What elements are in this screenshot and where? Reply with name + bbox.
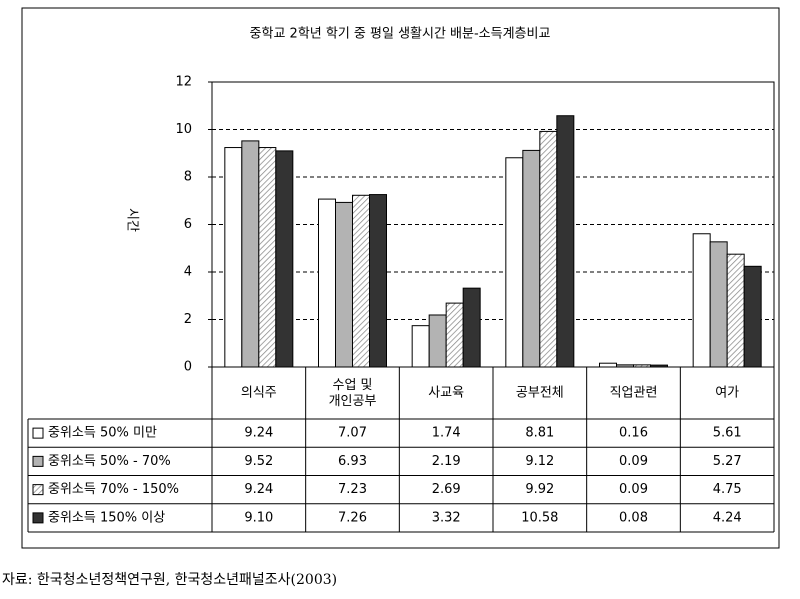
table-value: 5.27 xyxy=(713,454,742,469)
x-tick-label: 사교육 xyxy=(428,386,464,401)
bar xyxy=(258,147,277,368)
bar xyxy=(335,201,353,368)
bar xyxy=(709,241,728,368)
legend-label: 중위소득 50% 미만 xyxy=(48,426,157,441)
source: 자료: 한국청소년정책연구원, 한국청소년패널조사(2003) xyxy=(2,572,337,588)
bar xyxy=(224,147,243,368)
x-tick-label: 공부전체 xyxy=(516,386,564,401)
bar xyxy=(445,302,464,368)
bar xyxy=(241,140,260,368)
chart-title: 중학교 2학년 학기 중 평일 생활시간 배분-소득계층비교 xyxy=(250,27,551,42)
table-value: 9.52 xyxy=(244,454,273,469)
table-value: 10.58 xyxy=(521,510,558,525)
y-tick-label: 4 xyxy=(184,265,192,280)
y-tick-label: 2 xyxy=(184,312,192,327)
bar xyxy=(556,115,575,368)
table-value: 9.24 xyxy=(244,482,273,497)
table-value: 1.74 xyxy=(432,426,461,441)
legend-swatch xyxy=(32,484,44,496)
y-axis-label: 시간 xyxy=(125,208,140,232)
y-tick-label: 0 xyxy=(184,360,192,375)
y-tick-label: 12 xyxy=(175,75,192,90)
bar xyxy=(411,325,430,368)
bar xyxy=(275,150,294,368)
table-value: 0.08 xyxy=(619,510,648,525)
x-tick-label: 직업관련 xyxy=(610,386,658,401)
table-value: 6.93 xyxy=(338,454,367,469)
table-value: 2.19 xyxy=(432,454,461,469)
bar xyxy=(318,198,336,368)
bar xyxy=(539,130,558,368)
table-value: 9.10 xyxy=(244,510,273,525)
bar xyxy=(505,157,524,368)
bar xyxy=(522,149,541,368)
legend-swatch xyxy=(32,455,44,467)
table-value: 9.24 xyxy=(244,426,273,441)
legend-label: 중위소득 150% 이상 xyxy=(48,510,165,525)
table-value: 0.16 xyxy=(619,426,648,441)
y-tick-label: 6 xyxy=(184,217,192,232)
x-tick-label: 의식주 xyxy=(241,386,277,401)
table-value: 4.75 xyxy=(713,482,742,497)
table-value: 4.24 xyxy=(713,510,742,525)
legend-swatch xyxy=(32,512,44,524)
legend-label: 중위소득 70% - 150% xyxy=(48,482,179,497)
table-value: 5.61 xyxy=(713,426,742,441)
table-value: 3.32 xyxy=(432,510,461,525)
bar xyxy=(692,233,711,368)
table-value: 9.92 xyxy=(525,482,554,497)
bar xyxy=(599,362,617,368)
table-value: 7.07 xyxy=(338,426,367,441)
x-tick-label: 수업 및 개인공부 xyxy=(329,378,377,409)
table-value: 2.69 xyxy=(432,482,461,497)
legend-swatch xyxy=(32,427,44,439)
bar xyxy=(726,253,745,368)
legend-label: 중위소득 50% - 70% xyxy=(48,454,171,469)
bar xyxy=(743,265,762,368)
x-tick-label: 여가 xyxy=(715,386,739,401)
bar xyxy=(369,194,387,368)
table-value: 9.12 xyxy=(525,454,554,469)
bar xyxy=(462,287,481,368)
table-value: 8.81 xyxy=(525,426,554,441)
bar xyxy=(428,314,447,368)
y-tick-label: 10 xyxy=(175,122,192,137)
table-value: 0.09 xyxy=(619,482,648,497)
table-value: 7.26 xyxy=(338,510,367,525)
bar xyxy=(352,194,370,368)
y-tick-label: 8 xyxy=(184,170,192,185)
table-value: 0.09 xyxy=(619,454,648,469)
table-value: 7.23 xyxy=(338,482,367,497)
